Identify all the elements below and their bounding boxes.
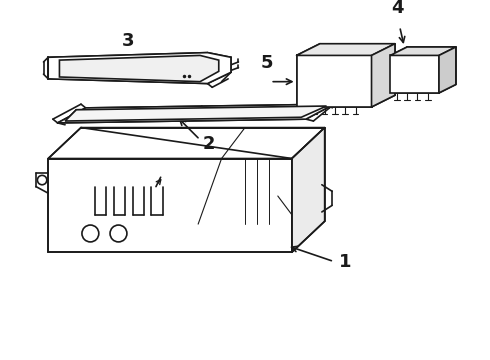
Text: 5: 5 (260, 54, 273, 72)
Polygon shape (371, 44, 395, 107)
Polygon shape (57, 104, 334, 123)
Polygon shape (296, 55, 371, 107)
Polygon shape (292, 127, 325, 252)
Text: 2: 2 (203, 135, 215, 153)
Text: 1: 1 (339, 253, 351, 271)
Polygon shape (296, 44, 395, 55)
Polygon shape (59, 55, 219, 82)
Polygon shape (65, 106, 326, 121)
Polygon shape (48, 127, 325, 158)
Text: 3: 3 (122, 32, 134, 50)
Polygon shape (48, 158, 292, 252)
Polygon shape (48, 53, 231, 84)
Polygon shape (439, 47, 456, 93)
Polygon shape (390, 55, 439, 93)
Text: 4: 4 (392, 0, 404, 17)
Polygon shape (390, 47, 456, 55)
